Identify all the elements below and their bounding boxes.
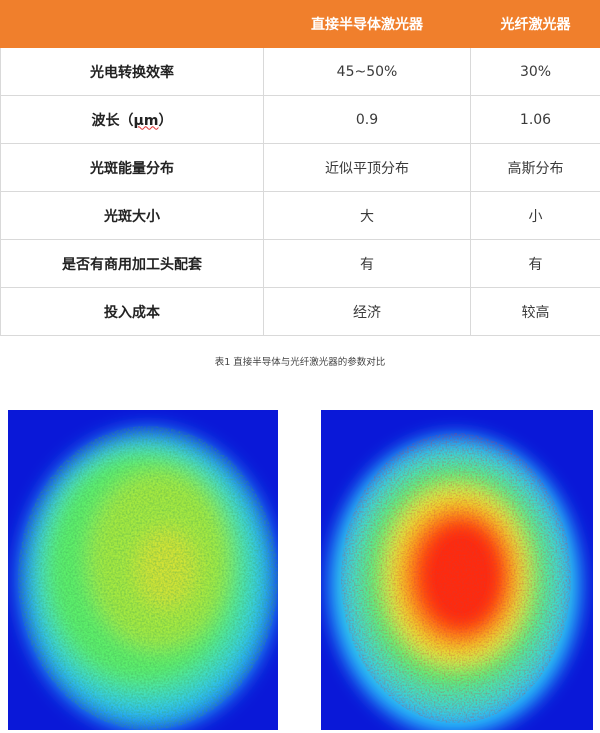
cell-direct-diode: 大	[263, 191, 471, 240]
table-header-empty	[0, 0, 264, 48]
row-label: 是否有商用加工头配套	[0, 239, 264, 288]
table-row: 投入成本 经济 较高	[0, 287, 600, 336]
cell-fiber-laser: 小	[470, 191, 600, 240]
cell-fiber-laser: 30%	[470, 47, 600, 96]
direct-diode-beam-profile-image	[8, 410, 278, 730]
cell-fiber-laser: 有	[470, 239, 600, 288]
flat-top-beam-heatmap	[8, 410, 278, 730]
table-header-fiber-laser: 光纤激光器	[470, 0, 600, 48]
row-label-suffix: ）	[158, 112, 173, 129]
row-label: 光电转换效率	[0, 47, 264, 96]
table-caption: 表1 直接半导体与光纤激光器的参数对比	[214, 357, 386, 368]
row-label: 投入成本	[0, 287, 264, 336]
table-row: 是否有商用加工头配套 有 有	[0, 239, 600, 288]
row-label: 光斑大小	[0, 191, 264, 240]
table-row: 光电转换效率 45~50% 30%	[0, 47, 600, 96]
cell-direct-diode: 45~50%	[263, 47, 471, 96]
cell-direct-diode: 经济	[263, 287, 471, 336]
row-label-prefix: 波长（	[91, 112, 134, 129]
gaussian-beam-heatmap	[321, 410, 593, 730]
comparison-table: 直接半导体激光器 光纤激光器 光电转换效率 45~50% 30% 波长（μm） …	[0, 0, 600, 336]
table-row: 波长（μm） 0.9 1.06	[0, 95, 600, 144]
row-label: 波长（μm）	[0, 95, 264, 144]
cell-direct-diode: 0.9	[263, 95, 471, 144]
cell-direct-diode: 有	[263, 239, 471, 288]
table-row: 光斑能量分布 近似平顶分布 高斯分布	[0, 143, 600, 192]
cell-fiber-laser: 高斯分布	[470, 143, 600, 192]
row-label: 光斑能量分布	[0, 143, 264, 192]
cell-fiber-laser: 较高	[470, 287, 600, 336]
row-label-unit: μm	[133, 112, 159, 129]
table-header-direct-diode: 直接半导体激光器	[263, 0, 471, 48]
table-header-row: 直接半导体激光器 光纤激光器	[0, 0, 600, 48]
cell-fiber-laser: 1.06	[470, 95, 600, 144]
fiber-laser-beam-profile-image	[321, 410, 593, 730]
table-row: 光斑大小 大 小	[0, 191, 600, 240]
cell-direct-diode: 近似平顶分布	[263, 143, 471, 192]
